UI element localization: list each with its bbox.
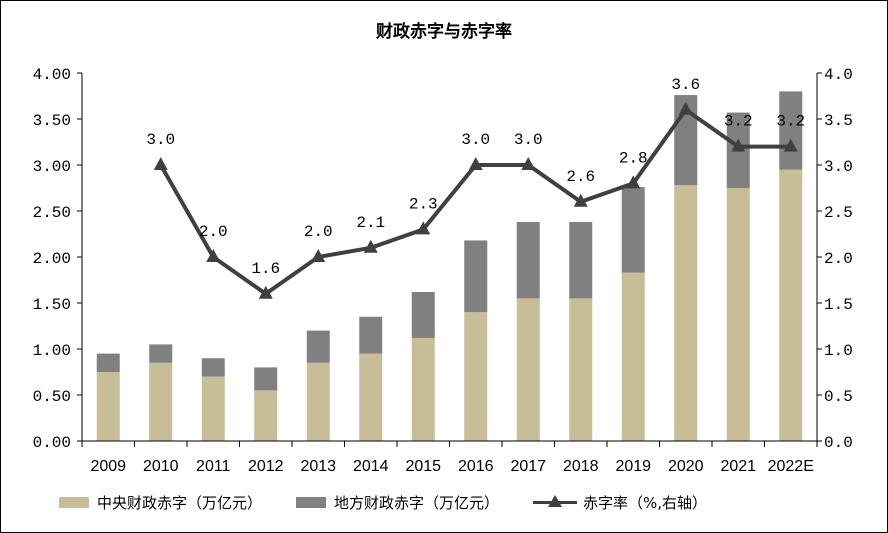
y-right-tick-label: 2.0 (824, 250, 853, 268)
x-tick-label: 2012 (248, 458, 284, 475)
bar-local (621, 187, 645, 273)
bar-central (411, 337, 435, 441)
deficit-rate-data-label: 2.0 (199, 223, 228, 241)
y-left-tick-label: 0.50 (33, 388, 71, 406)
chart-title: 财政赤字与赤字率 (376, 22, 512, 42)
deficit-rate-marker (678, 101, 693, 115)
bar-central (96, 372, 120, 441)
deficit-rate-data-label: 2.0 (304, 223, 333, 241)
y-left-tick-label: 3.00 (33, 158, 71, 176)
y-right-tick-label: 2.5 (824, 204, 853, 222)
y-left-tick-label: 2.00 (33, 250, 71, 268)
bar-central (569, 298, 593, 441)
legend-item-local: 地方财政赤字（万亿元） (296, 492, 499, 513)
deficit-rate-marker (731, 138, 746, 152)
y-right-tick-label: 1.5 (824, 296, 853, 314)
x-tick-label: 2014 (353, 458, 389, 475)
y-right-tick-label: 3.5 (824, 112, 853, 130)
bar-local (149, 344, 173, 363)
deficit-rate-marker (573, 193, 588, 207)
y-left-tick-label: 4.00 (33, 66, 71, 84)
y-right-tick-label: 0.0 (824, 434, 853, 452)
bar-central (621, 272, 645, 441)
x-tick-label: 2021 (720, 458, 756, 475)
legend-item-deficit-rate: 赤字率（%,右轴） (533, 492, 707, 513)
bar-local (306, 330, 330, 363)
deficit-rate-data-label: 2.6 (566, 168, 595, 186)
legend-swatch-local (296, 496, 327, 508)
legend-label-central: 中央财政赤字（万亿元） (97, 493, 263, 512)
x-tick-label: 2015 (405, 458, 441, 475)
bar-central (779, 169, 803, 441)
deficit-rate-marker (258, 285, 273, 299)
deficit-rate-marker (468, 157, 483, 170)
legend-label-deficit-rate: 赤字率（%,右轴） (583, 493, 708, 512)
deficit-rate-data-label: 2.8 (619, 149, 648, 167)
bar-local (411, 291, 435, 338)
x-tick-label: 2010 (143, 458, 179, 475)
x-tick-label: 2020 (668, 458, 704, 475)
bar-central (464, 312, 488, 441)
deficit-rate-marker (363, 239, 378, 253)
legend: 中央财政赤字（万亿元） 地方财政赤字（万亿元） 赤字率（%,右轴） (59, 491, 741, 513)
legend-label-local: 地方财政赤字（万亿元） (334, 493, 500, 512)
x-tick-label: 2018 (563, 458, 599, 475)
deficit-rate-marker (206, 249, 221, 262)
bar-central (201, 376, 225, 441)
y-left-tick-label: 2.50 (33, 204, 71, 222)
bar-central (516, 298, 540, 441)
bar-local (569, 222, 593, 299)
legend-line-marker (533, 495, 578, 509)
deficit-rate-data-label: 3.0 (146, 131, 175, 149)
x-tick-label: 2022E (768, 458, 814, 475)
deficit-rate-data-label: 3.2 (724, 113, 753, 131)
deficit-rate-data-label: 1.6 (251, 260, 280, 278)
bar-central (674, 185, 698, 441)
bar-local (516, 222, 540, 299)
y-left-tick-label: 3.50 (33, 112, 71, 130)
line-layer: 3.0 2.0 1.6 2.0 2.1 2.3 3.0 3.0 2.6 2.8 3.6 3.2 3.2 (146, 76, 805, 299)
y-left-tick-label: 1.50 (33, 296, 71, 314)
deficit-rate-marker (626, 175, 641, 189)
deficit-rate-data-label: 3.0 (514, 131, 543, 149)
bar-local (96, 353, 120, 372)
y-left-tick-label: 0.00 (33, 434, 71, 452)
deficit-rate-data-label: 2.3 (409, 195, 438, 213)
deficit-rate-marker (783, 138, 798, 152)
deficit-rate-data-label: 2.1 (356, 214, 385, 232)
deficit-rate-data-label: 3.0 (461, 131, 490, 149)
bar-local (254, 367, 278, 391)
y-right-tick-label: 3.0 (824, 158, 853, 176)
deficit-rate-marker (311, 249, 326, 262)
x-tick-label: 2019 (615, 458, 651, 475)
x-tick-label: 2016 (458, 458, 494, 475)
x-tick-label: 2011 (196, 458, 231, 475)
y-left-tick-label: 1.00 (33, 342, 71, 360)
bar-central (726, 188, 750, 441)
axes-layer: 0.00 0.50 1.00 1.50 2.00 2.50 3.00 3.50 4.00 0.0 0… (33, 66, 853, 475)
bar-central (149, 362, 173, 441)
bar-central (306, 362, 330, 441)
y-right-tick-label: 4.0 (824, 66, 853, 84)
x-tick-label: 2013 (300, 458, 336, 475)
legend-swatch-central (59, 496, 89, 508)
bar-central (254, 390, 278, 441)
deficit-rate-data-label: 3.6 (671, 76, 700, 94)
deficit-rate-marker (416, 221, 431, 235)
bars-layer (96, 91, 803, 441)
deficit-rate-data-label: 3.2 (776, 113, 805, 131)
y-right-tick-label: 0.5 (824, 388, 853, 406)
x-tick-label: 2017 (510, 458, 546, 475)
bar-local (201, 358, 225, 377)
deficit-rate-marker (153, 157, 168, 170)
legend-item-central: 中央财政赤字（万亿元） (59, 492, 262, 513)
deficit-rate-marker (521, 157, 536, 170)
y-right-tick-label: 1.0 (824, 342, 853, 360)
x-tick-label: 2009 (90, 458, 126, 475)
bar-local (464, 240, 488, 313)
bar-central (359, 353, 383, 441)
bar-local (359, 316, 383, 354)
